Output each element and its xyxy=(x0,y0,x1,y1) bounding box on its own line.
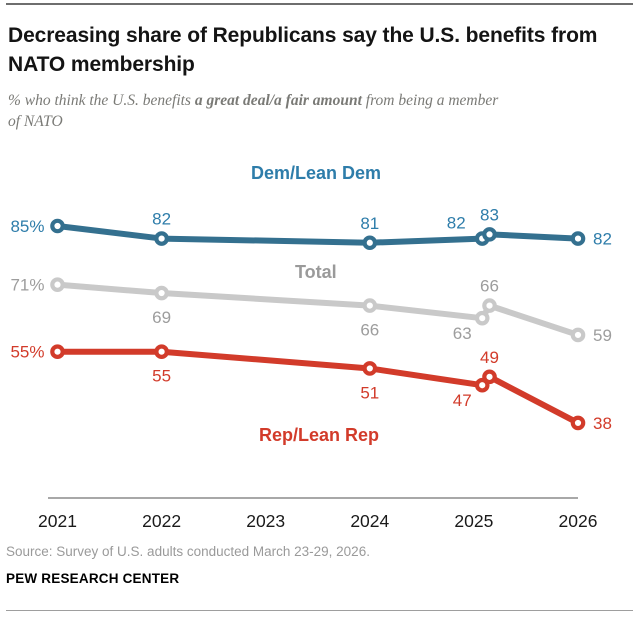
x-axis-tick-label: 2022 xyxy=(142,511,181,531)
data-point-marker xyxy=(50,344,65,359)
x-axis-tick-label: 2024 xyxy=(350,511,389,531)
data-point-marker xyxy=(482,369,497,385)
subtitle-text: % who think the U.S. benefits xyxy=(8,92,195,109)
data-point-marker xyxy=(362,235,378,251)
page-title: Decreasing share of Republicans say the … xyxy=(8,24,598,76)
pew-research-center-wordmark: PEW RESEARCH CENTER xyxy=(6,571,180,586)
source-note: Source: Survey of U.S. adults conducted … xyxy=(6,544,370,559)
value-label: 38 xyxy=(593,414,612,433)
data-point-marker xyxy=(362,361,378,376)
data-point-marker xyxy=(482,227,497,242)
subtitle-emphasis: a great deal/a fair amount xyxy=(194,92,362,109)
data-point-marker xyxy=(570,327,586,343)
bottom-divider xyxy=(6,610,633,611)
data-point-marker xyxy=(362,298,378,313)
value-label: 63 xyxy=(453,324,472,343)
data-point-marker xyxy=(50,277,65,292)
x-axis-tick-label: 2021 xyxy=(38,511,77,531)
data-point-marker xyxy=(154,285,169,301)
series-label-dem: Dem/Lean Dem xyxy=(251,163,382,183)
data-point-marker xyxy=(154,344,169,359)
x-axis-tick-label: 2026 xyxy=(559,511,598,531)
value-label: 66 xyxy=(360,321,379,340)
value-label: 85% xyxy=(10,217,44,236)
value-label: 82 xyxy=(152,210,171,229)
data-point-marker xyxy=(50,218,65,234)
series-line-dem-lean-dem xyxy=(54,223,581,246)
value-label: 81 xyxy=(360,214,379,233)
value-label: 83 xyxy=(480,205,499,224)
value-label: 69 xyxy=(152,308,171,327)
data-point-marker xyxy=(482,298,497,313)
series-label-total: Total xyxy=(295,262,337,282)
value-label: 66 xyxy=(480,277,499,296)
value-label: 49 xyxy=(480,348,499,367)
value-label: 55 xyxy=(152,367,171,386)
subtitle-text-end: from being a member of NATO xyxy=(8,92,499,130)
value-label: 47 xyxy=(453,391,472,410)
series-line-total xyxy=(54,281,581,338)
chart-subtitle: % who think the U.S. benefits a great de… xyxy=(8,90,513,132)
data-point-marker xyxy=(474,310,490,326)
data-point-marker xyxy=(570,231,586,246)
value-label: 51 xyxy=(360,383,379,402)
x-axis-tick-label: 2023 xyxy=(246,511,285,531)
value-label: 59 xyxy=(593,326,612,345)
value-label: 82 xyxy=(593,230,612,249)
top-divider xyxy=(6,3,633,5)
data-point-marker xyxy=(154,231,169,246)
x-axis-tick-label: 2025 xyxy=(454,511,493,531)
data-point-marker xyxy=(570,415,586,431)
value-label: 82 xyxy=(447,214,466,233)
data-point-marker xyxy=(474,377,490,393)
value-label: 71% xyxy=(10,276,44,295)
series-line-rep-lean-rep xyxy=(54,348,581,426)
value-label: 55% xyxy=(10,343,44,362)
series-label-rep: Rep/Lean Rep xyxy=(259,425,380,445)
